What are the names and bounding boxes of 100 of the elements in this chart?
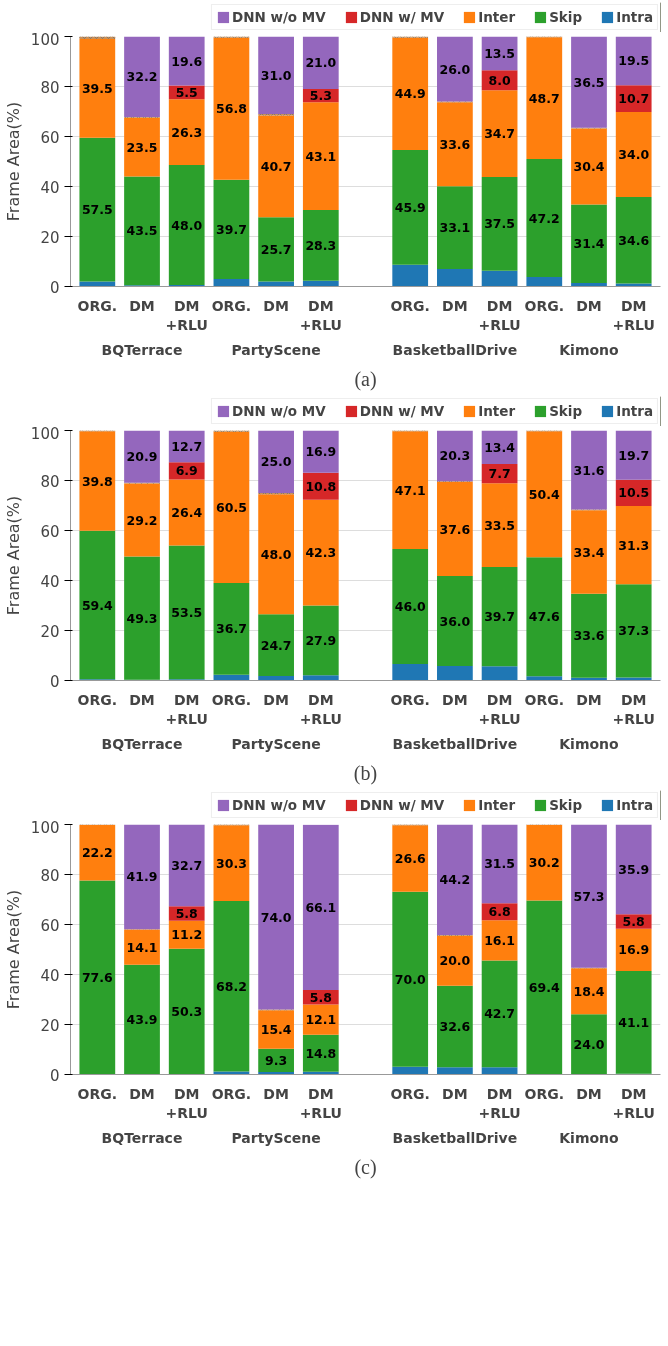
legend-label: Skip: [549, 9, 583, 25]
data-label: 48.0: [260, 546, 292, 562]
data-label: 69.4: [528, 979, 561, 995]
data-label: 36.0: [439, 613, 471, 629]
data-label: 14.1: [126, 939, 158, 955]
y-tick-label: 0: [49, 672, 60, 691]
legend-label: Skip: [549, 403, 583, 419]
legend-label: DNN w/o MV: [231, 9, 326, 25]
data-label: 9.3: [265, 1052, 288, 1068]
data-label: 34.7: [484, 126, 516, 142]
x-tick-label: DM: [442, 297, 468, 314]
text: BQTerrace: [101, 735, 183, 752]
y-tick-label: 60: [40, 522, 60, 541]
data-label: 24.0: [573, 1036, 605, 1052]
data-label: 19.5: [618, 53, 650, 69]
data-label: 32.7: [171, 857, 203, 873]
data-label: 22.2: [81, 845, 113, 861]
y-tick-label: 80: [40, 866, 60, 885]
data-label: 33.5: [484, 517, 516, 533]
text: BasketballDrive: [392, 1129, 518, 1146]
legend-label: DNN w/ MV: [359, 797, 445, 813]
text: BQTerrace: [101, 341, 183, 358]
x-tick-label: ORG.: [77, 297, 118, 314]
data-label: 44.9: [394, 86, 426, 102]
data-label: 8.0: [488, 72, 511, 88]
x-tick-label: DM +RLU: [299, 297, 342, 333]
data-label: 6.8: [488, 904, 511, 920]
data-label: 50.3: [171, 1004, 203, 1020]
data-label: 20.9: [126, 449, 158, 465]
x-tick-label: DM +RLU: [299, 691, 342, 727]
data-label: 5.8: [622, 914, 645, 929]
x-tick-label: DM +RLU: [612, 297, 655, 333]
text: PartyScene: [231, 1129, 321, 1146]
data-label: 24.7: [260, 637, 292, 653]
y-tick-label: 100: [30, 818, 60, 837]
data-label: 45.9: [394, 199, 426, 215]
data-label: 5.3: [309, 88, 332, 104]
data-label: 56.8: [215, 101, 247, 117]
x-tick-label: ORG.: [211, 691, 252, 708]
data-label: 43.5: [126, 223, 158, 239]
data-label: 43.1: [305, 148, 337, 164]
data-label: 74.0: [260, 909, 292, 925]
data-label: 13.4: [484, 439, 516, 455]
y-tick-label: 100: [30, 424, 60, 443]
data-label: 57.5: [81, 202, 113, 218]
legend-label: DNN w/o MV: [231, 403, 326, 419]
data-label: 16.1: [484, 932, 516, 948]
data-label: 41.9: [126, 869, 158, 885]
data-label: 13.5: [484, 45, 516, 61]
x-tick-label: DM: [129, 1085, 155, 1102]
x-tick-label: DM: [576, 1085, 602, 1102]
data-label: 39.8: [81, 473, 113, 489]
text: (a): [354, 367, 377, 391]
y-tick-label: 60: [40, 916, 60, 935]
x-tick-label: ORG.: [524, 1085, 565, 1102]
x-tick-label: ORG.: [390, 691, 430, 708]
data-label: 39.5: [81, 80, 113, 96]
x-tick-label: DM: [442, 1085, 468, 1102]
x-tick-label: DM +RLU: [612, 1085, 655, 1121]
x-tick-label: ORG.: [524, 691, 565, 708]
x-tick-label: DM: [576, 691, 602, 708]
data-label: 40.7: [260, 158, 292, 174]
legend-label: DNN w/o MV: [231, 797, 326, 813]
data-label: 33.6: [573, 628, 605, 644]
x-tick-label: ORG.: [211, 297, 252, 314]
x-tick-label: ORG.: [524, 297, 565, 314]
data-label: 19.6: [171, 53, 203, 69]
data-label: 11.2: [171, 927, 203, 943]
data-label: 47.1: [394, 482, 426, 498]
data-label: 77.6: [81, 970, 114, 985]
y-tick-label: 0: [49, 1066, 60, 1085]
data-label: 25.7: [260, 241, 292, 257]
text: PartyScene: [231, 341, 321, 358]
x-tick-label: DM: [576, 297, 602, 314]
x-tick-label: DM +RLU: [478, 691, 521, 727]
data-label: 48.0: [171, 217, 203, 233]
x-tick-label: DM +RLU: [478, 1085, 521, 1121]
data-label: 46.0: [394, 599, 426, 614]
x-tick-label: DM +RLU: [478, 297, 521, 333]
data-label: 47.6: [528, 609, 561, 625]
legend-label: Inter: [478, 403, 516, 419]
data-label: 5.5: [175, 84, 198, 100]
text: BasketballDrive: [392, 735, 518, 752]
data-label: 32.2: [126, 69, 158, 85]
x-tick-label: DM: [129, 691, 155, 708]
data-label: 20.3: [439, 448, 471, 464]
x-tick-label: DM +RLU: [299, 1085, 342, 1121]
y-tick-label: 80: [40, 78, 60, 97]
data-label: 21.0: [305, 55, 337, 71]
x-tick-label: ORG.: [211, 1085, 252, 1102]
text: (b): [353, 761, 378, 785]
data-label: 26.6: [394, 851, 426, 866]
x-tick-label: ORG.: [390, 1085, 430, 1102]
data-label: 29.2: [126, 512, 158, 528]
data-label: 12.1: [305, 1012, 337, 1028]
data-label: 42.7: [484, 1006, 516, 1022]
text: BasketballDrive: [392, 341, 518, 358]
data-label: 16.9: [305, 444, 337, 460]
data-label: 33.1: [439, 220, 471, 236]
text: PartyScene: [231, 735, 321, 752]
